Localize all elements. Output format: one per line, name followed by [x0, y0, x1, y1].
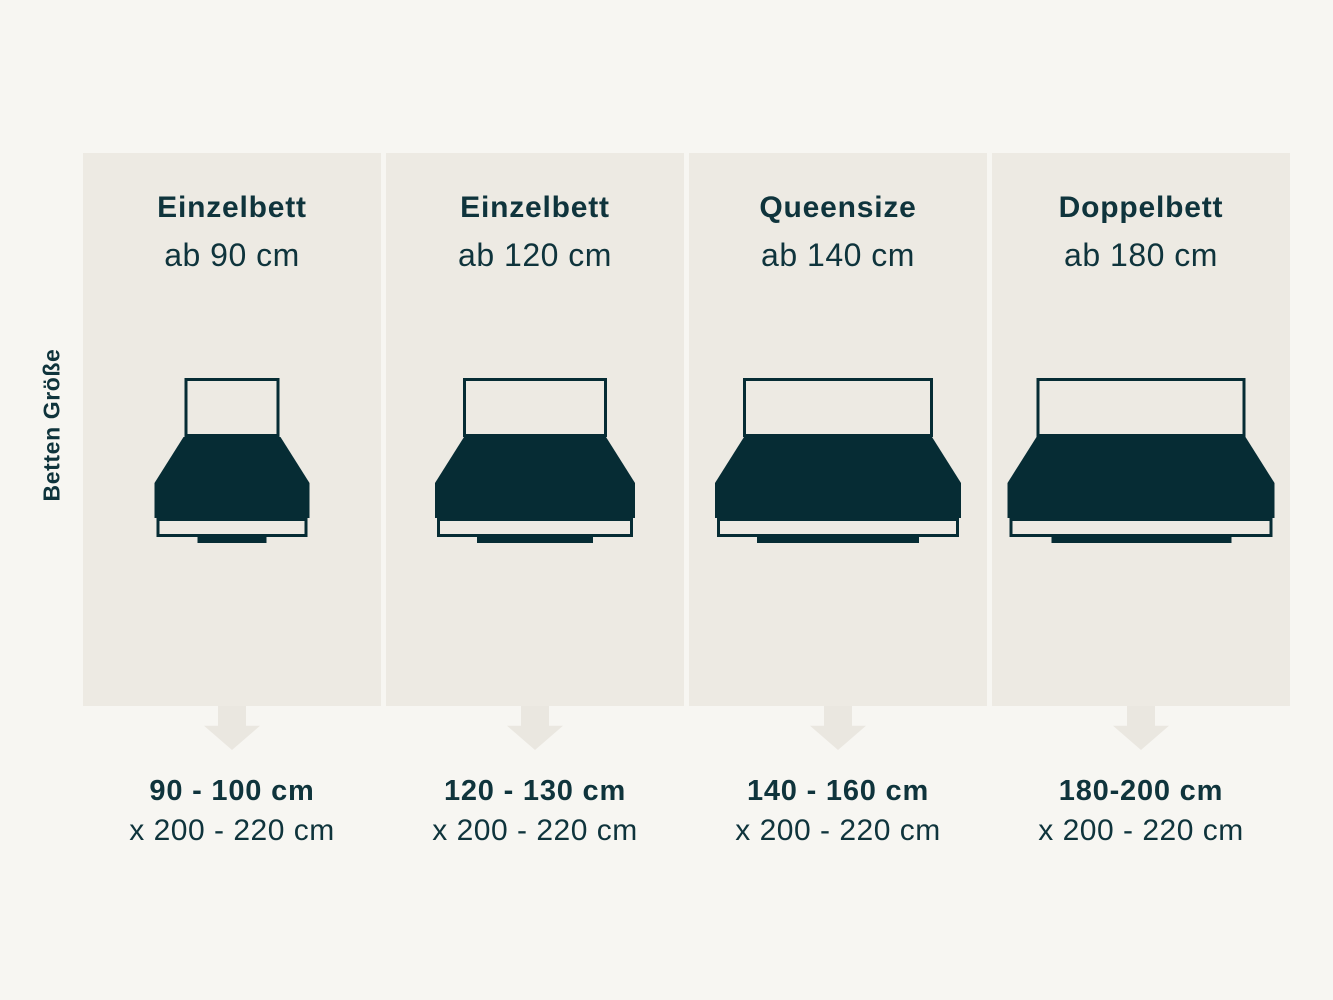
- bed-duvet-body: [154, 483, 310, 518]
- bed-headboard: [184, 378, 280, 437]
- size-caption: 90 - 100 cm x 200 - 220 cm: [83, 771, 381, 851]
- bed-duvet-top: [715, 437, 961, 483]
- bed-icon: [715, 378, 961, 543]
- column-header: Doppelbett ab 180 cm: [992, 153, 1290, 275]
- bed-duvet-top: [1007, 437, 1275, 483]
- axis-label-betten-groesse: Betten Größe: [38, 348, 65, 502]
- bed-frame: [156, 518, 308, 537]
- column-header: Einzelbett ab 120 cm: [386, 153, 684, 275]
- bed-icon: [435, 378, 635, 543]
- length-range-label: x 200 - 220 cm: [432, 814, 638, 847]
- bed-headboard: [1036, 378, 1246, 437]
- size-range-label: 180-200 cm: [1058, 775, 1224, 807]
- down-arrow-icon: [204, 706, 260, 750]
- bed-duvet-top: [435, 437, 635, 483]
- length-range-label: x 200 - 220 cm: [1038, 814, 1244, 847]
- bed-min-width-label: ab 120 cm: [458, 237, 612, 273]
- down-arrow-icon: [810, 706, 866, 750]
- bed-type-title: Queensize: [759, 191, 917, 224]
- size-range-label: 120 - 130 cm: [443, 775, 627, 807]
- bed-icon: [154, 378, 310, 543]
- bed-foot: [1051, 537, 1231, 543]
- bed-frame: [437, 518, 633, 537]
- size-caption: 120 - 130 cm x 200 - 220 cm: [386, 771, 684, 851]
- down-arrow-icon: [507, 706, 563, 750]
- bed-duvet-body: [715, 483, 961, 518]
- bed-duvet-top: [154, 437, 310, 483]
- length-range-label: x 200 - 220 cm: [735, 814, 941, 847]
- bed-headboard: [743, 378, 933, 437]
- bed-foot: [757, 537, 919, 543]
- bed-foot: [477, 537, 593, 543]
- bed-foot: [197, 537, 267, 543]
- bed-frame: [1009, 518, 1273, 537]
- size-range-label: 140 - 160 cm: [746, 775, 930, 807]
- bed-duvet-body: [1007, 483, 1275, 518]
- size-caption: 140 - 160 cm x 200 - 220 cm: [689, 771, 987, 851]
- bed-size-column-queensize-140: Queensize ab 140 cm: [689, 153, 987, 706]
- bed-size-column-einzelbett-120: Einzelbett ab 120 cm: [386, 153, 684, 706]
- bed-type-title: Doppelbett: [1058, 191, 1224, 224]
- bed-min-width-label: ab 90 cm: [164, 237, 300, 273]
- bed-size-column-doppelbett-180: Doppelbett ab 180 cm: [992, 153, 1290, 706]
- bed-min-width-label: ab 140 cm: [761, 237, 915, 273]
- column-header: Queensize ab 140 cm: [689, 153, 987, 275]
- bed-duvet-body: [435, 483, 635, 518]
- column-header: Einzelbett ab 90 cm: [83, 153, 381, 275]
- bed-type-title: Einzelbett: [460, 191, 610, 224]
- bed-type-title: Einzelbett: [157, 191, 307, 224]
- size-caption: 180-200 cm x 200 - 220 cm: [992, 771, 1290, 851]
- size-range-label: 90 - 100 cm: [149, 775, 315, 807]
- bed-size-column-einzelbett-90: Einzelbett ab 90 cm: [83, 153, 381, 706]
- bed-icon: [1007, 378, 1275, 543]
- length-range-label: x 200 - 220 cm: [129, 814, 335, 847]
- bed-frame: [717, 518, 959, 537]
- down-arrow-icon: [1113, 706, 1169, 750]
- bed-min-width-label: ab 180 cm: [1064, 237, 1218, 273]
- bed-headboard: [463, 378, 607, 437]
